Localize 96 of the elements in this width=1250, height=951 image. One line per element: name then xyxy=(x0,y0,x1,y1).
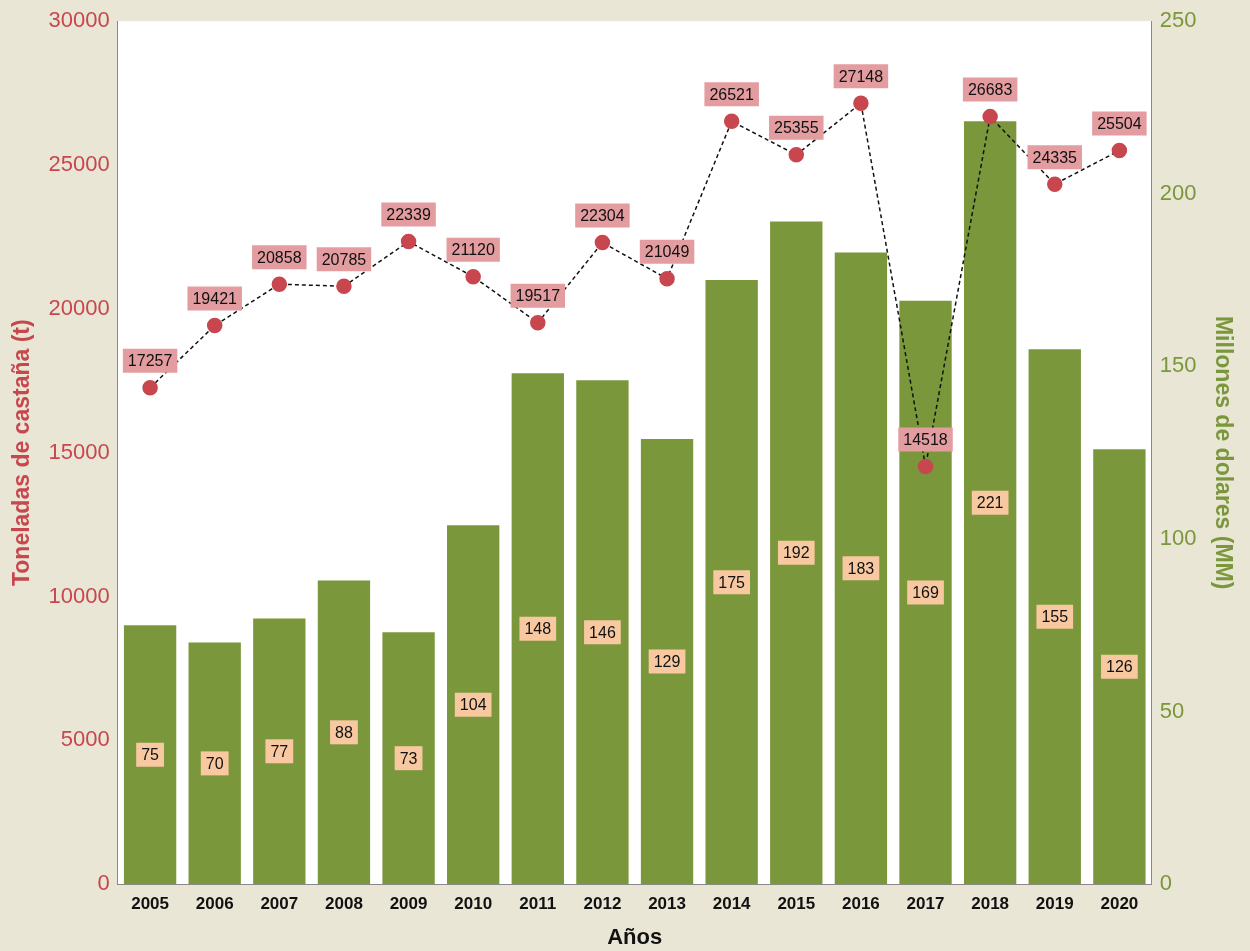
point xyxy=(400,233,417,250)
point xyxy=(530,315,546,331)
y-tick-label: 20000 xyxy=(48,294,110,320)
data-label: 17257 xyxy=(127,352,173,370)
x-tick-label: 2013 xyxy=(648,894,686,914)
data-label: 22339 xyxy=(386,205,431,223)
bar xyxy=(382,632,435,885)
y2-axis-title: Millones de dolares (MM) xyxy=(1210,315,1237,590)
y2-tick-label: 200 xyxy=(1159,179,1197,205)
bar xyxy=(899,300,952,885)
data-label: 175 xyxy=(718,573,746,591)
y2-tick-label: 50 xyxy=(1159,697,1185,723)
y2-tick-label: 100 xyxy=(1159,525,1197,551)
x-tick-label: 2009 xyxy=(389,894,428,914)
y2-tick-label: 250 xyxy=(1159,7,1197,33)
data-label: 77 xyxy=(270,742,289,760)
point xyxy=(271,276,288,292)
x-tick-label: 2016 xyxy=(841,894,880,914)
data-label: 25355 xyxy=(774,119,819,137)
point xyxy=(659,270,675,287)
data-label: 75 xyxy=(141,746,160,764)
data-label: 129 xyxy=(653,652,681,670)
bar xyxy=(834,252,888,885)
x-tick-label: 2012 xyxy=(583,894,622,914)
data-label: 221 xyxy=(976,494,1004,512)
y2-tick-label: 0 xyxy=(1159,870,1172,896)
y-tick-label: 5000 xyxy=(60,726,110,752)
point xyxy=(594,234,611,251)
point xyxy=(465,268,481,285)
y2-tick-label: 150 xyxy=(1159,352,1197,378)
bar xyxy=(963,121,1017,885)
y-axis-title: Toneladas de castaña (t) xyxy=(8,319,35,587)
x-tick-label: 2015 xyxy=(777,894,816,914)
point xyxy=(336,278,352,295)
x-tick-label: 2019 xyxy=(1035,894,1074,914)
x-tick-label: 2005 xyxy=(131,894,169,914)
x-tick-label: 2011 xyxy=(519,894,557,914)
x-tick-label: 2007 xyxy=(260,894,299,914)
bar xyxy=(1093,449,1146,885)
x-tick-label: 2010 xyxy=(454,894,493,914)
point xyxy=(1047,176,1063,192)
bar xyxy=(253,618,306,885)
point xyxy=(1111,142,1128,159)
data-label: 22304 xyxy=(580,206,625,224)
data-label: 24335 xyxy=(1032,148,1078,166)
data-label: 14518 xyxy=(903,430,948,448)
data-label: 126 xyxy=(1106,658,1133,676)
y-tick-label: 15000 xyxy=(48,438,110,464)
data-label: 183 xyxy=(847,559,875,577)
data-label: 25504 xyxy=(1097,114,1142,132)
x-tick-label: 2017 xyxy=(906,894,945,914)
bar xyxy=(576,380,629,885)
point xyxy=(142,380,158,396)
y-tick-label: 0 xyxy=(97,870,110,896)
bar xyxy=(511,373,564,885)
data-label: 26521 xyxy=(709,85,755,103)
data-label: 169 xyxy=(912,583,939,601)
data-label: 21120 xyxy=(451,241,495,259)
x-tick-label: 2014 xyxy=(712,894,752,914)
point xyxy=(788,147,805,163)
bar xyxy=(447,525,500,885)
data-label: 104 xyxy=(459,696,487,714)
data-label: 88 xyxy=(335,723,353,741)
point xyxy=(853,95,869,111)
bar xyxy=(317,580,371,885)
data-label: 155 xyxy=(1041,608,1069,626)
data-label: 19517 xyxy=(515,287,561,305)
x-tick-label: 2008 xyxy=(325,894,363,914)
bar xyxy=(1028,349,1081,885)
data-label: 20858 xyxy=(257,248,302,266)
bar xyxy=(705,280,758,885)
bar xyxy=(123,625,177,885)
x-tick-label: 2018 xyxy=(971,894,1010,914)
x-tick-label: 2006 xyxy=(195,894,234,914)
point xyxy=(723,113,740,130)
x-tick-label: 2020 xyxy=(1100,894,1139,914)
y-tick-label: 25000 xyxy=(48,151,110,177)
point xyxy=(206,317,223,334)
data-label: 19421 xyxy=(192,289,238,307)
data-label: 146 xyxy=(589,623,616,641)
y-tick-label: 10000 xyxy=(48,582,110,608)
data-label: 21049 xyxy=(644,243,690,261)
bar xyxy=(640,438,694,885)
point xyxy=(982,108,998,125)
point xyxy=(917,458,934,475)
data-label: 148 xyxy=(524,620,552,638)
y-tick-label: 30000 xyxy=(48,7,110,33)
data-label: 27148 xyxy=(838,67,884,85)
data-label: 20785 xyxy=(321,250,367,268)
x-axis-title: Años xyxy=(607,923,663,949)
data-label: 192 xyxy=(782,544,810,562)
data-label: 26683 xyxy=(967,81,1013,99)
bar xyxy=(770,221,823,885)
data-label: 73 xyxy=(399,749,418,767)
data-label: 70 xyxy=(205,754,224,772)
bar xyxy=(188,642,241,885)
